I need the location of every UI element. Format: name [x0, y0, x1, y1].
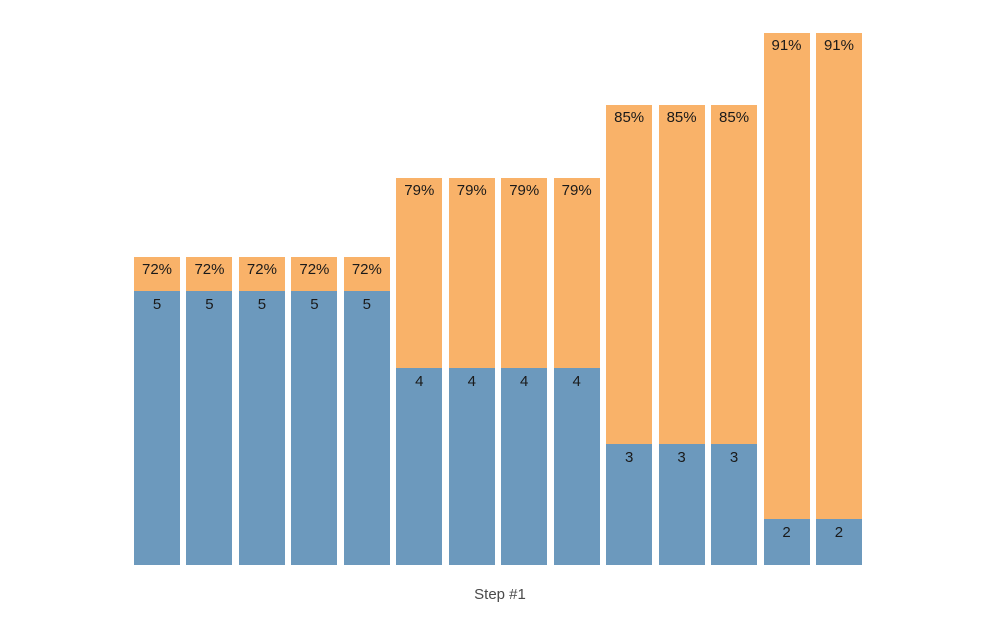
bar-value-label: 5 [152, 296, 162, 313]
bar-value-label: 4 [467, 373, 476, 390]
bar: 85% 3 [711, 105, 758, 565]
bar-value-label: 5 [257, 296, 267, 313]
bar-segment-orange: 72% [186, 257, 233, 291]
bar-segment-blue: 4 [501, 368, 548, 565]
bar-pct-label: 91% [823, 37, 854, 54]
bar: 79% 4 [448, 178, 495, 565]
bar-pct-label: 72% [299, 261, 330, 278]
bar: 91% 2 [815, 33, 862, 565]
bar-segment-orange: 85% [658, 105, 705, 444]
bar: 72% 5 [343, 257, 390, 565]
bar-value-label: 5 [205, 296, 214, 313]
bar-value-label: 4 [415, 373, 424, 390]
bar-pct-label: 85% [719, 109, 750, 126]
bar-pct-label: 72% [194, 261, 225, 278]
bar-pct-label: 85% [666, 109, 697, 126]
bar: 72% 5 [134, 257, 180, 565]
bar-segment-blue: 5 [238, 291, 285, 565]
bar-segment-blue: 2 [815, 519, 862, 565]
bar: 85% 3 [658, 105, 705, 565]
bar: 79% 4 [501, 178, 548, 565]
bar-pct-label: 72% [246, 261, 277, 278]
bar: 91% 2 [763, 33, 810, 565]
bar-segment-orange: 91% [815, 33, 862, 519]
bar-segment-blue: 2 [763, 519, 810, 565]
bar-pct-label: 79% [456, 182, 487, 199]
bar-segment-orange: 79% [501, 178, 548, 368]
bar-segment-orange: 72% [343, 257, 390, 291]
bar: 72% 5 [238, 257, 285, 565]
bar-segment-orange: 85% [711, 105, 758, 444]
bar-segment-blue: 5 [186, 291, 233, 565]
bar-segment-blue: 5 [343, 291, 390, 565]
bar-segment-orange: 85% [606, 105, 653, 444]
bar-pct-label: 79% [509, 182, 540, 199]
bar: 79% 4 [553, 178, 600, 565]
bar-segment-orange: 72% [291, 257, 338, 291]
bar-pct-label: 72% [141, 261, 173, 278]
bar-value-label: 3 [624, 449, 634, 466]
bar-value-label: 4 [520, 373, 529, 390]
bar-pct-label: 79% [404, 182, 435, 199]
bar-segment-orange: 91% [763, 33, 810, 519]
bar: 85% 3 [606, 105, 653, 565]
bar-value-label: 3 [677, 449, 686, 466]
bar: 72% 5 [186, 257, 233, 565]
bar-value-label: 2 [834, 524, 844, 541]
bar-value-label: 5 [362, 296, 371, 313]
bar-value-label: 5 [310, 296, 319, 313]
bar-segment-blue: 4 [396, 368, 443, 565]
bar-value-label: 2 [782, 524, 791, 541]
bar: 79% 4 [396, 178, 443, 565]
bar-pct-label: 72% [351, 261, 382, 278]
bar-segment-blue: 4 [553, 368, 600, 565]
bar-segment-blue: 3 [711, 444, 758, 565]
x-axis-label: Step #1 [474, 586, 526, 603]
bar-segment-blue: 3 [658, 444, 705, 565]
bar-segment-blue: 3 [606, 444, 653, 565]
bar-segment-orange: 79% [396, 178, 443, 368]
bar-segment-blue: 4 [448, 368, 495, 565]
bar-segment-orange: 72% [238, 257, 285, 291]
bar-segment-orange: 72% [134, 257, 180, 291]
bar-pct-label: 91% [771, 37, 802, 54]
bar-segment-blue: 5 [134, 291, 180, 565]
bar-pct-label: 85% [614, 109, 645, 126]
bar-segment-orange: 79% [553, 178, 600, 368]
bar-pct-label: 79% [561, 182, 592, 199]
bar: 72% 5 [291, 257, 338, 565]
bar-segment-orange: 79% [448, 178, 495, 368]
bar-value-label: 4 [572, 373, 581, 390]
bar-segment-blue: 5 [291, 291, 338, 565]
bar-value-label: 3 [729, 449, 739, 466]
